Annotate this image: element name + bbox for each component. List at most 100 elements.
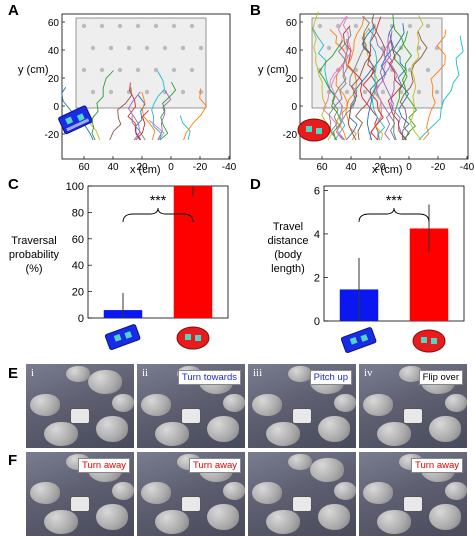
obstacle-dot: [117, 23, 123, 29]
panel-letter-d: D: [250, 176, 261, 193]
subpanel-label: iv: [364, 367, 373, 379]
obstacle-dot: [353, 23, 359, 29]
trajectory-line: [183, 88, 207, 141]
chart-axes: [87, 185, 229, 319]
obstacle-dot: [425, 67, 431, 73]
red-robot-icon: [297, 118, 331, 142]
rock: [30, 482, 60, 504]
rock: [207, 504, 239, 530]
obstacle-dot: [380, 89, 386, 95]
rock: [266, 510, 300, 534]
ytick-label: 6: [314, 185, 320, 197]
robot: [403, 496, 423, 512]
rock: [445, 482, 467, 500]
rock: [334, 482, 356, 500]
trajectory-line: [109, 87, 132, 141]
significance-label: ***: [386, 192, 403, 208]
significance-brace: [358, 207, 430, 223]
chart-d-ylabel-line: distance: [267, 235, 309, 247]
trajectory-line: [355, 13, 387, 141]
ytick-label: 100: [66, 181, 84, 193]
rock: [318, 504, 350, 530]
rock: [318, 416, 350, 442]
panel-letter-b: B: [250, 2, 261, 19]
obstacle-dot: [180, 89, 186, 95]
rock: [141, 394, 171, 416]
trajectory-line: [179, 115, 191, 141]
rock: [334, 394, 356, 412]
trajectory-line: [311, 27, 346, 141]
red-robot-icon: [412, 329, 446, 353]
bar: [173, 186, 213, 318]
xtick-label: 20: [136, 162, 148, 173]
trajectory-line: [148, 119, 165, 141]
trajectory-line: [423, 29, 447, 141]
obstacle-dot: [389, 23, 395, 29]
ytick-label: 60: [72, 234, 84, 246]
trajectory-line: [399, 30, 428, 141]
panel-letter-e: E: [8, 365, 19, 382]
obstacle-dot: [335, 23, 341, 29]
experiment-photo: iv Flip over: [359, 364, 467, 448]
xtick-label: -20: [193, 162, 208, 173]
xticks-b: 60 40 20 0 -20 -40: [316, 156, 474, 173]
rock: [266, 422, 300, 446]
obstacle-dot: [90, 89, 96, 95]
trajectory-line: [335, 15, 370, 141]
obstacle-dot: [171, 67, 177, 73]
obstacle-dot: [81, 67, 87, 73]
obstacle-dot: [189, 23, 195, 29]
panel-letter-a: A: [8, 2, 19, 19]
obstacle-dots-a: [81, 23, 204, 95]
ytick-label: 20: [72, 287, 84, 299]
obstacle-dot: [407, 23, 413, 29]
ytick-label: 0: [78, 313, 84, 325]
obstacle-dot: [117, 67, 123, 73]
ytick-label: 40: [286, 46, 298, 57]
ytick-label: -20: [45, 130, 60, 141]
behavior-callout: Turn towards: [177, 370, 241, 385]
trajectory-plot-a: 60 40 20 0 -20 60 40 20 0 -20 -40: [45, 13, 237, 173]
trajectory-line: [367, 28, 408, 141]
robot: [292, 408, 312, 424]
obstacle-dot: [434, 89, 440, 95]
trajectory-line: [392, 31, 409, 141]
ytick-label: 20: [48, 74, 60, 85]
rock: [288, 366, 312, 382]
trajectory-line: [409, 15, 424, 141]
obstacle-dot: [135, 67, 141, 73]
obstacle-dot: [317, 23, 323, 29]
ytick-label: 0: [314, 316, 320, 328]
obstacle-dot: [362, 89, 368, 95]
rock: [44, 422, 78, 446]
behavior-callout: Flip over: [418, 370, 463, 385]
ytick-label: 0: [53, 102, 59, 113]
obstacle-dot: [126, 45, 132, 51]
obstacle-dot: [153, 67, 159, 73]
rock: [223, 394, 245, 412]
blue-robot-icon: [104, 324, 141, 350]
chart-d-ylabel-line: length): [271, 263, 305, 275]
robot: [181, 408, 201, 424]
obstacle-dot: [434, 45, 440, 51]
trajectory-line: [381, 30, 394, 141]
ytick-label: 60: [286, 18, 298, 29]
significance-brace: [122, 207, 194, 223]
behavior-callout: Pitch up: [309, 370, 352, 385]
chart-d-ylabel-line: Travel: [272, 221, 304, 233]
ytick-label: 2: [314, 272, 320, 284]
obstacle-dot: [198, 45, 204, 51]
rock: [252, 482, 282, 504]
experiment-photo: iii Pitch up: [248, 364, 356, 448]
xtick-label: 40: [107, 162, 119, 173]
subpanel-label: iii: [253, 367, 263, 379]
ytick-label: 40: [72, 260, 84, 272]
trajectory-line: [366, 24, 395, 141]
rock: [207, 416, 239, 442]
obstacle-dot: [189, 67, 195, 73]
ytick-label: 80: [72, 207, 84, 219]
obstacle-dot: [407, 67, 413, 73]
trajectory-line: [127, 91, 141, 141]
rock: [377, 510, 411, 534]
trajectory-line: [159, 81, 177, 141]
